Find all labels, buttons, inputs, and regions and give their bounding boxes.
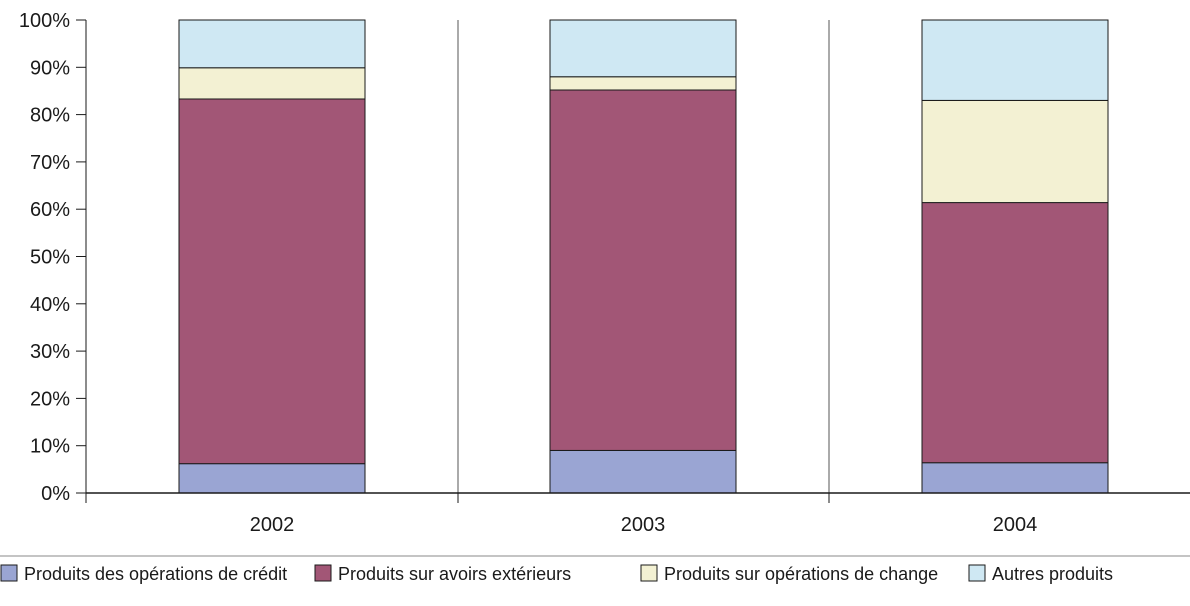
legend: Produits des opérations de crédit Produit…	[0, 555, 1190, 584]
y-tick-label: 70%	[30, 152, 70, 174]
legend-label: Produits des opérations de crédit	[24, 564, 287, 584]
y-axis-ticks: 0% 10% 20% 30% 40% 50% 60% 70% 80% 90% 100%	[19, 10, 86, 505]
y-tick-label: 10%	[30, 436, 70, 458]
bar-segment	[549, 449, 737, 494]
bar-segment	[178, 67, 366, 100]
bar-segment	[549, 89, 737, 451]
legend-label: Produits sur opérations de change	[664, 564, 938, 584]
x-tick-label: 2004	[993, 514, 1038, 536]
x-tick-label: 2002	[250, 514, 295, 536]
bar-segment	[549, 19, 737, 78]
axes	[85, 20, 1190, 503]
y-tick-label: 30%	[30, 341, 70, 363]
y-tick-label: 40%	[30, 294, 70, 316]
y-tick-label: 60%	[30, 199, 70, 221]
legend-swatch	[640, 564, 658, 582]
bar-segment	[178, 98, 366, 465]
legend-label: Produits sur avoirs extérieurs	[338, 564, 571, 584]
y-tick-label: 100%	[19, 10, 70, 32]
bar-segment	[178, 463, 366, 494]
y-tick-label: 80%	[30, 105, 70, 127]
bar-segment	[921, 202, 1109, 464]
bar-segment	[178, 19, 366, 69]
bar-segment	[549, 76, 737, 91]
x-axis-labels: 2002 2003 2004	[250, 514, 1038, 536]
y-tick-label: 20%	[30, 388, 70, 410]
y-tick-label: 90%	[30, 57, 70, 79]
bar-segment	[921, 19, 1109, 101]
legend-label: Autres produits	[992, 564, 1113, 584]
bar-segment	[921, 99, 1109, 204]
category-separators	[457, 20, 830, 493]
legend-swatch	[968, 564, 986, 582]
legend-swatch	[314, 564, 332, 582]
x-tick-label: 2003	[621, 514, 666, 536]
y-tick-label: 50%	[30, 247, 70, 269]
bars	[178, 19, 1109, 494]
legend-swatch	[0, 564, 18, 582]
y-tick-label: 0%	[41, 483, 70, 505]
bar-segment	[921, 462, 1109, 494]
